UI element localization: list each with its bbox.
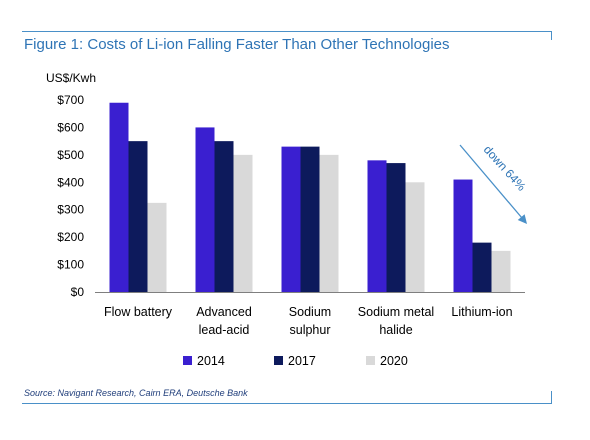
source-note: Source: Navigant Research, Cairn ERA, De… bbox=[24, 388, 248, 398]
y-tick-label: $700 bbox=[57, 93, 84, 107]
legend-swatch-2017 bbox=[274, 356, 283, 365]
y-tick-label: $0 bbox=[71, 285, 85, 299]
bar-2017 bbox=[472, 242, 492, 292]
x-tick-label: halide bbox=[379, 323, 412, 337]
bars bbox=[109, 102, 511, 292]
bar-2014 bbox=[109, 102, 129, 292]
bar-2014 bbox=[281, 146, 301, 292]
bar-2020 bbox=[147, 202, 167, 292]
y-tick-label: $100 bbox=[57, 258, 84, 272]
legend-label: 2020 bbox=[380, 354, 408, 368]
bar-2020 bbox=[405, 182, 425, 292]
y-tick-label: $200 bbox=[57, 230, 84, 244]
y-tick-label: $400 bbox=[57, 175, 84, 189]
x-tick-label: Sodium metal bbox=[358, 305, 434, 319]
legend: 2014 2017 2020 bbox=[183, 354, 408, 368]
x-tick-label: Lithium-ion bbox=[451, 305, 512, 319]
legend-label: 2017 bbox=[288, 354, 316, 368]
x-tick-label: lead-acid bbox=[199, 323, 250, 337]
bottom-divider-tick bbox=[551, 391, 552, 404]
y-tick-label: $300 bbox=[57, 203, 84, 217]
y-axis-ticks: $0 $100 $200 $300 $400 $500 $600 $700 bbox=[57, 93, 84, 299]
bar-2017 bbox=[386, 163, 406, 292]
bar-2017 bbox=[300, 146, 320, 292]
bar-2014 bbox=[453, 179, 473, 292]
title-divider-tick bbox=[551, 31, 552, 40]
x-axis-ticks: Flow battery Advanced lead-acid Sodium sulph… bbox=[104, 305, 513, 337]
x-tick-label: Flow battery bbox=[104, 305, 173, 319]
legend-label: 2014 bbox=[197, 354, 225, 368]
y-tick-label: $500 bbox=[57, 148, 84, 162]
x-tick-label: Sodium bbox=[289, 305, 331, 319]
title-divider bbox=[22, 31, 552, 32]
trend-arrowhead bbox=[517, 214, 527, 224]
x-tick-label: sulphur bbox=[290, 323, 331, 337]
trend-arrow bbox=[459, 144, 523, 219]
bar-2020 bbox=[491, 250, 511, 292]
trend-annotation-text: down 64% bbox=[481, 143, 529, 194]
figure-title: Figure 1: Costs of Li-ion Falling Faster… bbox=[24, 36, 450, 53]
bar-2020 bbox=[319, 154, 339, 292]
bar-2014 bbox=[195, 127, 215, 292]
bar-2017 bbox=[128, 141, 148, 292]
legend-swatch-2014 bbox=[183, 356, 192, 365]
bar-2017 bbox=[214, 141, 234, 292]
legend-swatch-2020 bbox=[366, 356, 375, 365]
y-tick-label: $600 bbox=[57, 120, 84, 134]
bar-2020 bbox=[233, 154, 253, 292]
y-axis-label: US$/Kwh bbox=[46, 71, 96, 85]
bar-2014 bbox=[367, 160, 387, 292]
x-tick-label: Advanced bbox=[196, 305, 252, 319]
bottom-divider bbox=[22, 403, 552, 404]
